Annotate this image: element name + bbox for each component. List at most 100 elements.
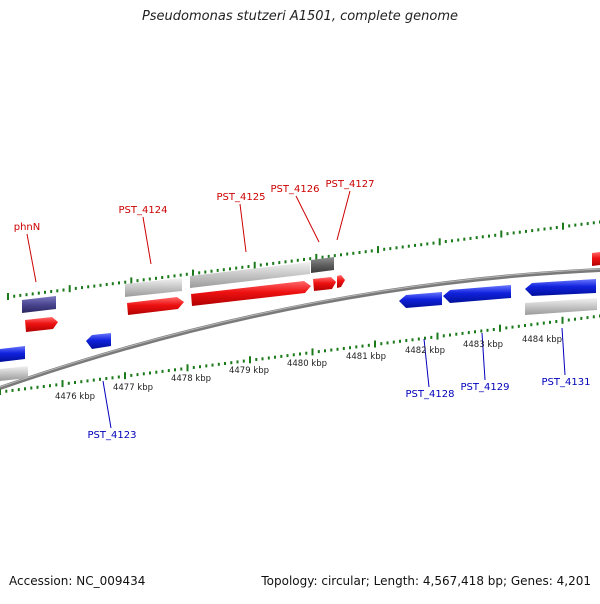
minor-tick [417, 337, 420, 341]
minor-tick [67, 381, 70, 385]
minor-tick [512, 231, 515, 235]
minor-tick [192, 366, 195, 369]
minor-tick [292, 353, 295, 357]
minor-tick [99, 283, 102, 287]
minor-tick [444, 240, 447, 243]
minor-tick [284, 260, 287, 264]
minor-tick [173, 274, 176, 278]
minor-tick [543, 227, 546, 231]
major-tick [192, 269, 194, 277]
major-tick [124, 372, 126, 380]
gene-PST_4123[interactable] [86, 333, 111, 349]
major-tick [499, 324, 501, 332]
leader-PST_4125 [239, 203, 247, 253]
minor-tick [380, 342, 383, 346]
gene-right-edge[interactable] [592, 252, 600, 266]
minor-tick [74, 381, 76, 384]
major-tick [68, 285, 71, 293]
minor-tick [324, 349, 326, 353]
major-tick [61, 380, 64, 388]
gene-label-PST_4125[interactable]: PST_4125 [217, 192, 266, 203]
minor-tick [432, 241, 435, 245]
pseudo-phnN[interactable] [22, 296, 56, 313]
minor-tick [11, 388, 14, 392]
axis-tick-label: 4481 kbp [346, 352, 386, 362]
minor-tick [536, 322, 539, 326]
gene-PST_4124[interactable] [127, 297, 184, 315]
gene-left-edge[interactable] [0, 346, 25, 362]
minor-tick [525, 229, 527, 233]
minor-tick [426, 242, 429, 246]
gene-label-PST_4126[interactable]: PST_4126 [271, 184, 320, 195]
shadow-cds-4125[interactable] [190, 262, 310, 288]
gene-label-PST_4123[interactable]: PST_4123 [88, 430, 137, 441]
gene-PST_4127[interactable] [337, 275, 345, 288]
minor-tick [19, 293, 22, 297]
minor-tick [555, 320, 558, 323]
minor-tick [13, 294, 16, 298]
minor-tick [355, 345, 358, 349]
shadow-cds-4124[interactable] [125, 278, 182, 297]
minor-tick [290, 259, 293, 263]
minor-tick [211, 363, 214, 367]
minor-tick [17, 388, 20, 392]
gene-PST_4131[interactable] [525, 279, 596, 296]
minor-tick [361, 344, 364, 348]
shadow-left-edge[interactable] [0, 366, 28, 381]
gene-label-PST_4131[interactable]: PST_4131 [542, 377, 591, 388]
minor-tick [286, 354, 289, 358]
major-tick [438, 238, 441, 246]
minor-tick [56, 289, 59, 293]
minor-tick [407, 244, 410, 248]
major-tick [436, 332, 439, 340]
minor-tick [274, 355, 276, 359]
minor-tick [305, 351, 308, 355]
minor-tick [517, 324, 520, 328]
minor-tick [364, 250, 367, 254]
gene-features [0, 252, 600, 381]
genome-backbone [0, 268, 600, 390]
gene-PST_4126[interactable] [313, 277, 336, 291]
minor-tick [205, 364, 208, 368]
minor-tick [37, 291, 40, 295]
minor-tick [81, 286, 83, 290]
minor-tick [49, 384, 51, 388]
shadow-cds-4131[interactable] [525, 298, 597, 315]
gene-label-PST_4127[interactable]: PST_4127 [326, 179, 375, 190]
leader-PST_4129 [481, 332, 486, 381]
minor-tick [370, 249, 373, 253]
minor-tick [395, 246, 398, 250]
minor-tick [317, 350, 320, 354]
minor-tick [492, 328, 495, 331]
dark-gene-4126[interactable] [311, 257, 334, 273]
gene-label-PST_4129[interactable]: PST_4129 [461, 382, 510, 393]
minor-tick [111, 376, 114, 380]
gene-PST_4125[interactable] [191, 281, 311, 306]
minor-tick [467, 331, 470, 335]
major-tick [311, 348, 314, 356]
gene-PST_4129[interactable] [443, 285, 511, 303]
minor-tick [167, 275, 170, 279]
minor-tick [586, 316, 589, 320]
minor-tick [25, 293, 28, 297]
minor-tick [392, 340, 395, 344]
minor-tick [55, 383, 58, 387]
minor-tick [105, 283, 108, 286]
minor-tick [531, 229, 534, 233]
gene-label-PST_4124[interactable]: PST_4124 [119, 205, 168, 216]
minor-tick [224, 362, 226, 365]
minor-tick [303, 258, 305, 261]
minor-tick [222, 268, 225, 272]
major-tick [130, 277, 133, 285]
gene-label-phnN[interactable]: phnN [14, 222, 41, 233]
minor-tick [480, 329, 483, 333]
minor-tick [99, 377, 101, 381]
minor-tick [241, 265, 244, 269]
gene-label-PST_4128[interactable]: PST_4128 [406, 389, 455, 400]
gene-PST_4128[interactable] [399, 292, 442, 308]
leader-PST_4131 [561, 327, 566, 376]
major-tick [7, 293, 9, 300]
gene-phnN[interactable] [25, 317, 58, 332]
